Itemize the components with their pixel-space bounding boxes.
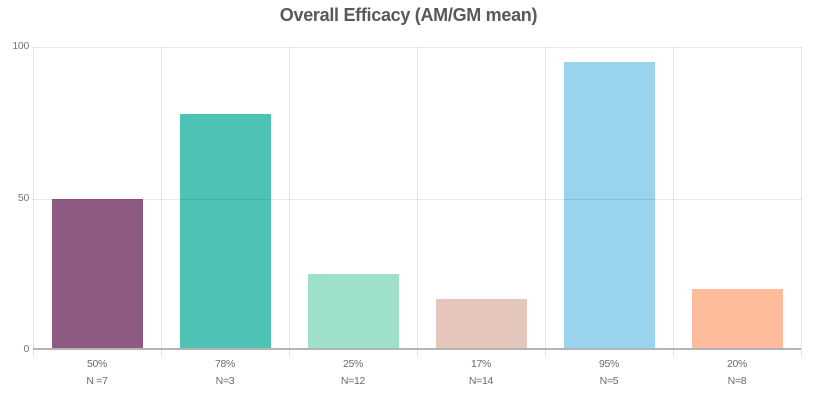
bar-n-label: N=14 [468, 375, 494, 387]
v-gridline [289, 47, 290, 357]
x-axis-label-group: 25% N=12 [289, 357, 417, 388]
v-gridline [161, 47, 162, 357]
v-gridline [673, 47, 674, 357]
y-axis-line [33, 47, 34, 357]
bar-n-label: N=12 [340, 375, 366, 387]
bar-n-label: N =7 [86, 375, 108, 387]
v-gridline [545, 47, 546, 357]
bar-n-label: N=5 [599, 375, 619, 387]
bar[interactable] [563, 62, 655, 350]
x-axis-label-group: 95% N=5 [545, 357, 673, 388]
bar-value-label: 78% [214, 358, 236, 370]
y-axis-tick-label: 100 [12, 40, 29, 52]
h-gridline [31, 47, 802, 48]
bar[interactable] [435, 298, 527, 350]
h-gridline [31, 198, 802, 200]
x-axis-line [33, 348, 801, 350]
v-gridline [801, 47, 802, 357]
bar[interactable] [307, 274, 399, 350]
y-axis-tick-label: 0 [23, 343, 29, 355]
bar-n-label: N=8 [727, 375, 747, 387]
bar-value-label: 50% [86, 358, 108, 370]
x-axis-label-group: 20% N=8 [673, 357, 801, 388]
chart-title: Overall Efficacy (AM/GM mean) [279, 5, 538, 25]
x-axis-label-group: 50% N =7 [33, 357, 161, 388]
bar[interactable] [691, 289, 783, 350]
bar-value-label: 17% [470, 358, 492, 370]
v-gridline [417, 47, 418, 357]
bar[interactable] [179, 113, 271, 350]
x-axis-label-group: 17% N=14 [417, 357, 545, 388]
plot-area [31, 47, 802, 357]
bar-value-label: 25% [342, 358, 364, 370]
bar-n-label: N=3 [215, 375, 235, 387]
bar-value-label: 20% [726, 358, 748, 370]
bar[interactable] [51, 198, 143, 350]
x-axis-label-group: 78% N=3 [161, 357, 289, 388]
y-axis-tick-label: 50 [17, 191, 29, 204]
bar-value-label: 95% [598, 358, 620, 370]
